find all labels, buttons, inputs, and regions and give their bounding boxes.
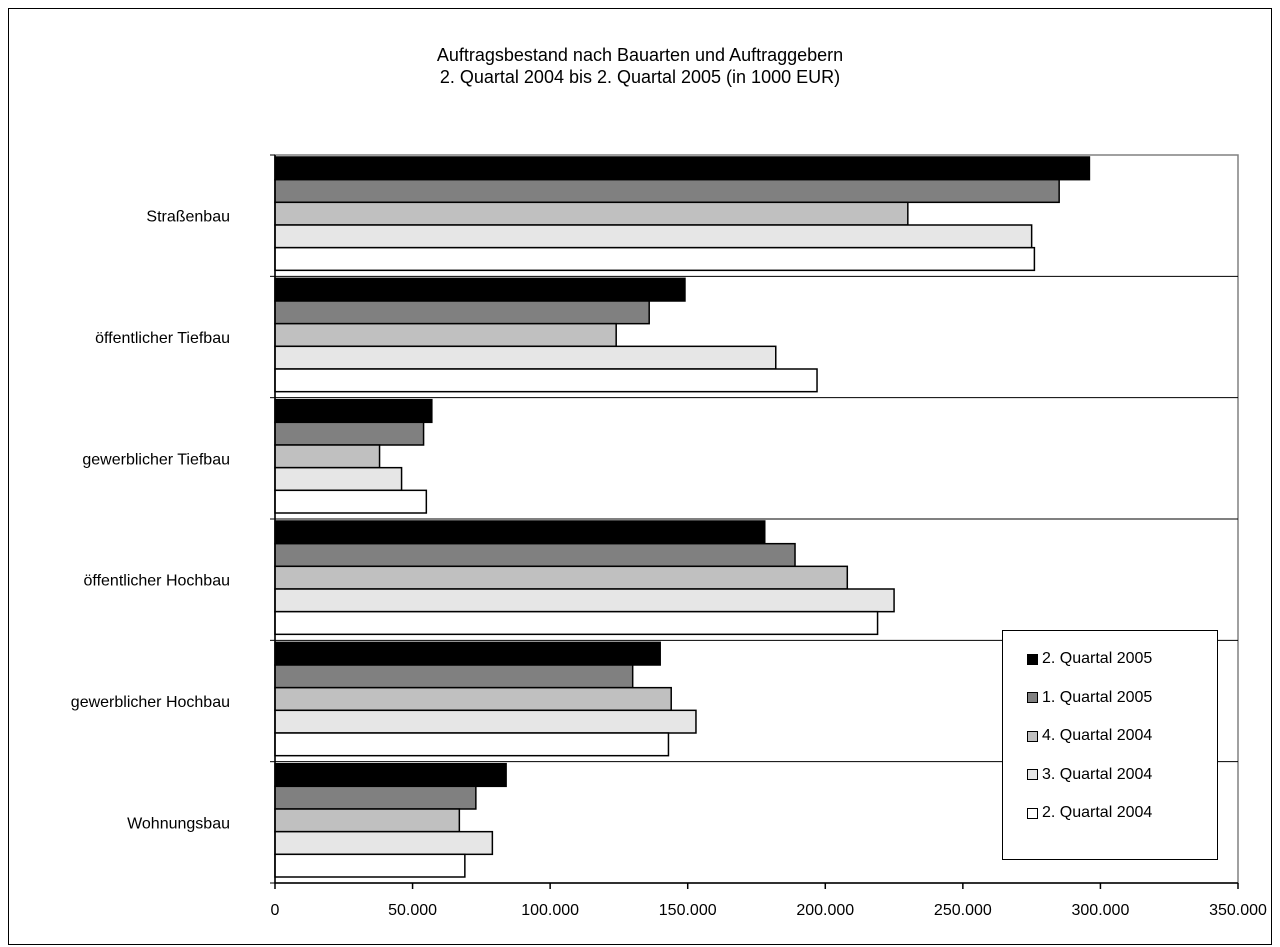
chart-title-block: Auftragsbestand nach Bauarten und Auftra… — [290, 44, 990, 88]
x-tick-label: 350.000 — [1209, 902, 1267, 919]
bar-1-5 — [274, 246, 1036, 272]
category-label: Straßenbau — [146, 209, 230, 226]
bar-2-5 — [274, 368, 818, 393]
bar-1-1 — [274, 156, 1091, 181]
category-label: gewerblicher Hochbau — [71, 694, 230, 711]
x-tick-label: 0 — [271, 902, 280, 919]
bar-2-1 — [274, 277, 686, 302]
legend-item: 3. Quartal 2004 — [1027, 765, 1152, 785]
bar-3-2 — [274, 421, 425, 446]
bar-6-2 — [274, 785, 477, 810]
x-tick-label: 100.000 — [521, 902, 579, 919]
bar-2-3 — [274, 322, 617, 348]
legend: 2. Quartal 2005 1. Quartal 2005 4. Quartal… — [1002, 630, 1218, 860]
x-tick-label: 300.000 — [1072, 902, 1130, 919]
legend-swatch — [1027, 730, 1038, 742]
bar-3-1 — [274, 398, 433, 424]
x-tick-label: 150.000 — [659, 902, 717, 919]
x-tick-label: 250.000 — [934, 902, 992, 919]
legend-item: 4. Quartal 2004 — [1027, 726, 1152, 746]
legend-swatch — [1027, 807, 1038, 819]
bar-6-4 — [274, 830, 494, 856]
bar-4-4 — [274, 588, 895, 613]
bar-3-5 — [274, 489, 428, 514]
category-label: gewerblicher Tiefbau — [82, 451, 230, 468]
category-label: Wohnungsbau — [127, 815, 230, 832]
bar-4-2 — [274, 542, 796, 568]
chart-title: Auftragsbestand nach Bauarten und Auftra… — [436, 45, 844, 65]
bar-4-5 — [274, 610, 879, 636]
x-tick-label: 200.000 — [796, 902, 854, 919]
chart-subtitle: 2. Quartal 2004 bis 2. Quartal 2005 (in … — [439, 67, 841, 87]
legend-label: 1. Quartal 2005 — [1042, 688, 1153, 706]
legend-item: 2. Quartal 2004 — [1027, 803, 1152, 823]
bar-3-4 — [274, 466, 403, 492]
bar-1-4 — [274, 224, 1033, 249]
bar-1-3 — [274, 201, 909, 226]
bar-4-1 — [274, 520, 766, 545]
bar-5-4 — [274, 709, 697, 734]
legend-item: 2. Quartal 2005 — [1027, 649, 1152, 669]
legend-item: 1. Quartal 2005 — [1027, 688, 1152, 708]
legend-swatch — [1027, 769, 1038, 780]
x-tick-label: 50.000 — [388, 902, 437, 919]
category-label: öffentlicher Tiefbau — [95, 330, 230, 347]
bar-5-3 — [274, 686, 672, 712]
category-label: öffentlicher Hochbau — [84, 573, 230, 590]
bar-2-4 — [274, 345, 777, 370]
legend-swatch — [1027, 653, 1038, 665]
bar-5-5 — [274, 732, 670, 757]
bar-4-3 — [274, 565, 849, 590]
bar-6-5 — [274, 853, 466, 878]
legend-label: 4. Quartal 2004 — [1042, 727, 1153, 744]
bar-6-3 — [274, 808, 461, 833]
legend-label: 2. Quartal 2004 — [1042, 804, 1153, 821]
bar-3-3 — [274, 444, 381, 469]
bar-5-1 — [274, 641, 661, 666]
bar-1-2 — [274, 178, 1060, 204]
legend-swatch — [1027, 692, 1038, 703]
chart-frame — [8, 8, 1272, 945]
legend-label: 2. Quartal 2005 — [1042, 650, 1153, 667]
bar-6-1 — [274, 762, 507, 788]
bar-2-2 — [274, 300, 650, 325]
legend-label: 3. Quartal 2004 — [1042, 765, 1153, 783]
bar-5-2 — [274, 664, 634, 689]
